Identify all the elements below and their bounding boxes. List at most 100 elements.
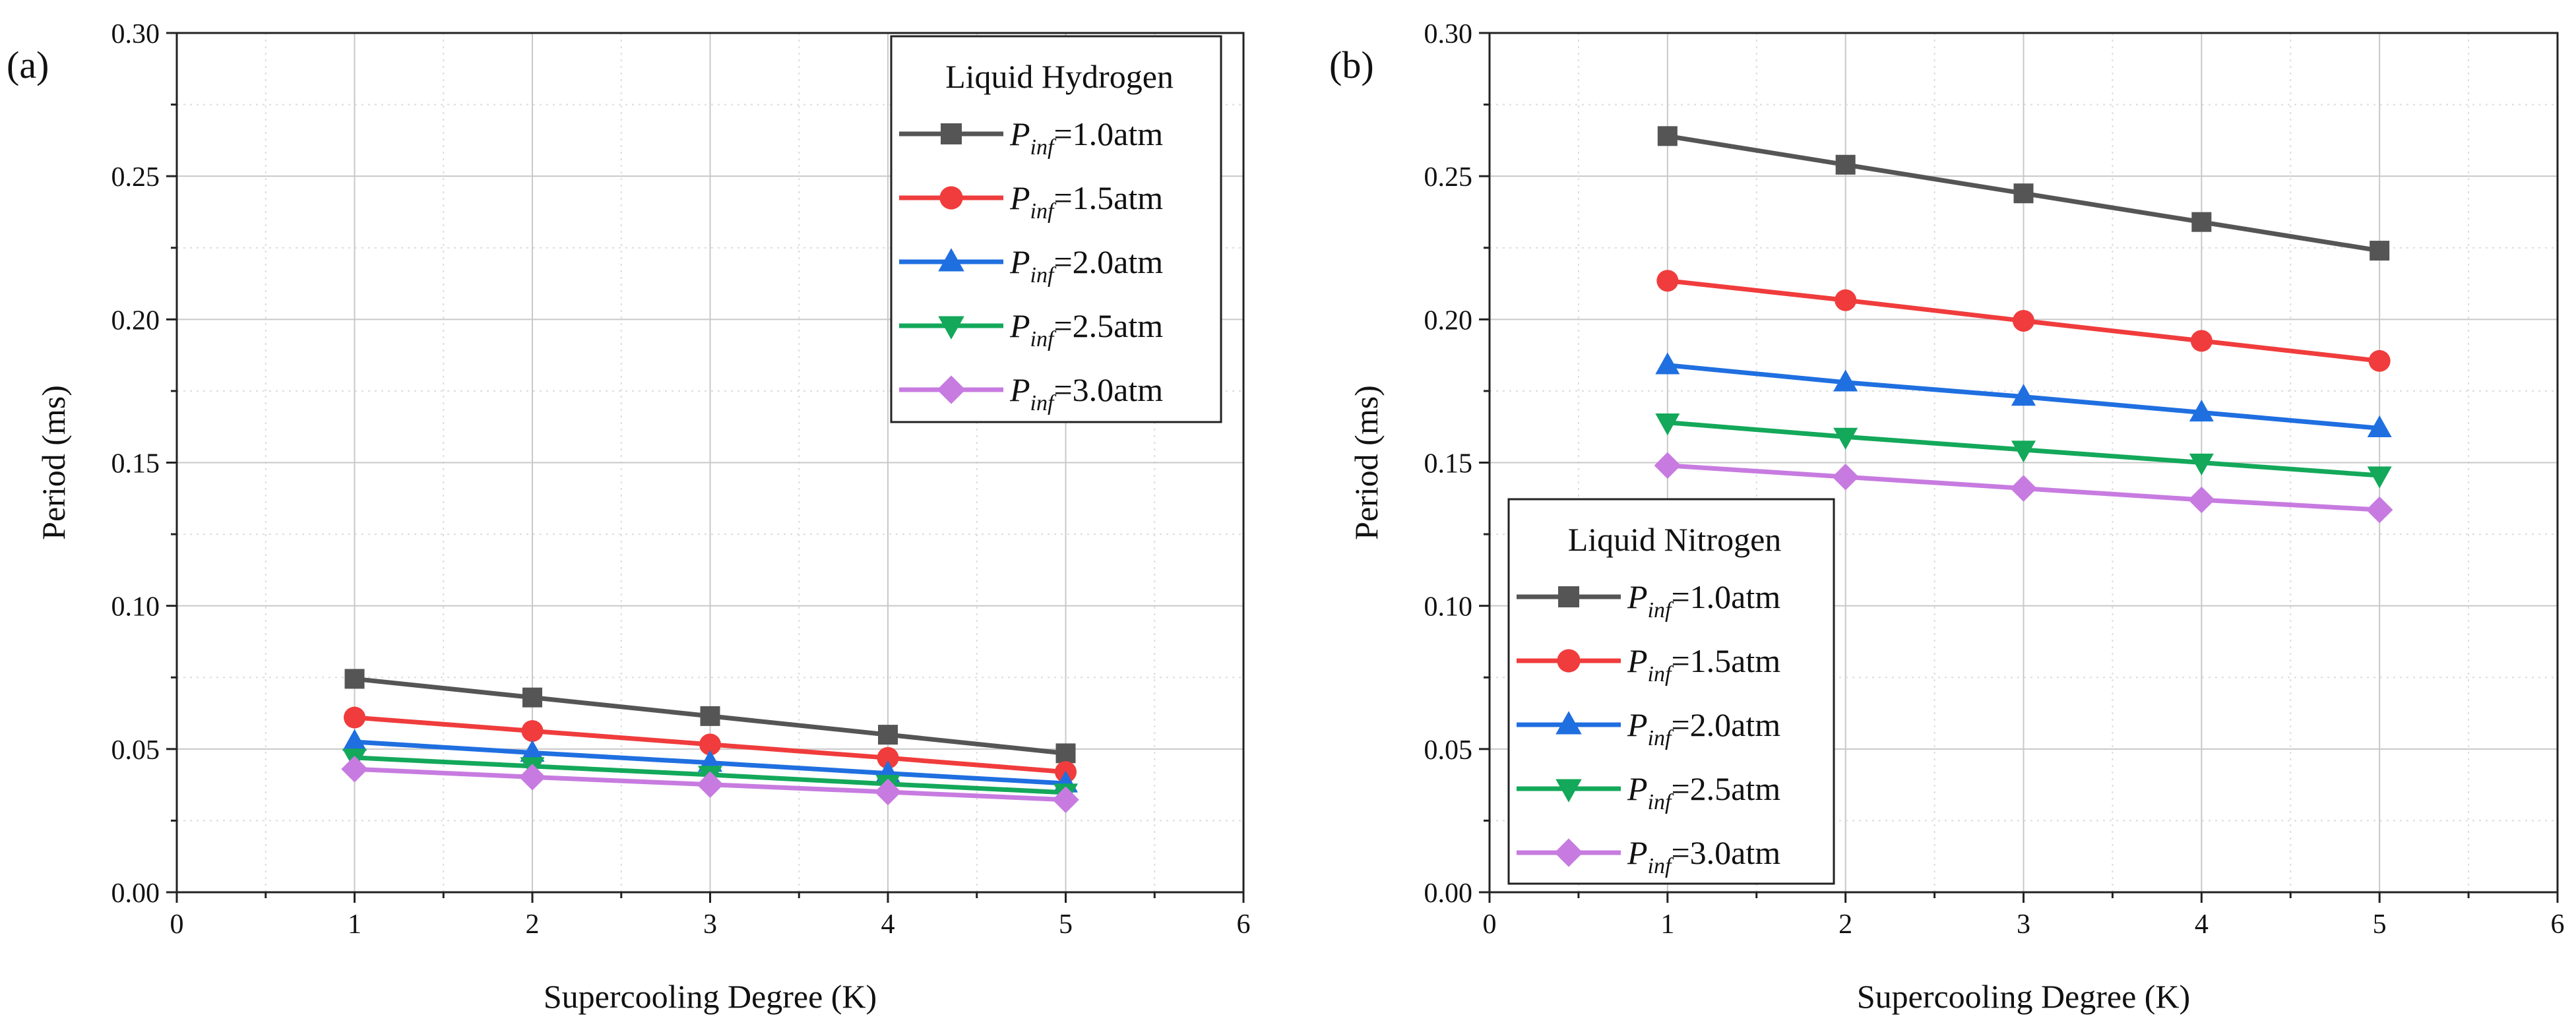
y-tick-label: 0.20 <box>1424 305 1473 336</box>
y-tick-label: 0.00 <box>1424 878 1473 909</box>
y-tick-label: 0.10 <box>1424 592 1473 623</box>
panel-label: (a) <box>7 44 49 86</box>
data-point <box>697 771 724 798</box>
legend-marker <box>1554 838 1583 867</box>
data-point <box>2010 475 2037 502</box>
y-tick-label: 0.05 <box>111 735 160 766</box>
x-tick-label: 1 <box>1660 909 1674 940</box>
legend-entry: Pinf=2.5atm <box>1627 770 1780 814</box>
data-point <box>1833 427 1858 450</box>
data-point <box>1657 126 1678 146</box>
legend-box <box>890 35 1222 423</box>
data-point <box>344 706 365 729</box>
x-tick-label: 6 <box>1237 909 1251 940</box>
x-axis-title: Supercooling Degree (K) <box>1857 978 2190 1015</box>
data-point <box>2189 453 2214 475</box>
x-tick-label: 4 <box>881 909 895 940</box>
legend-entry: Pinf=3.0atm <box>1009 371 1163 415</box>
data-point <box>1655 413 1680 436</box>
data-point <box>874 778 902 806</box>
legend-entry: Pinf=2.5atm <box>1009 307 1163 351</box>
data-point <box>2366 496 2393 524</box>
data-point <box>341 755 368 783</box>
data-point <box>2189 399 2214 422</box>
legend-marker <box>938 316 964 340</box>
data-point <box>2013 310 2034 332</box>
series-4 <box>1654 452 2393 524</box>
data-point <box>2013 183 2034 204</box>
legend-entry: Pinf=1.5atm <box>1009 179 1163 224</box>
x-axis-title: Supercooling Degree (K) <box>544 978 877 1015</box>
data-point <box>521 719 544 742</box>
legend-marker <box>1558 586 1579 607</box>
legend-marker <box>1557 649 1581 673</box>
legend-entry: Pinf=1.0atm <box>1627 578 1780 623</box>
y-tick-label: 0.15 <box>111 449 160 479</box>
legend-marker <box>939 186 963 210</box>
legend-marker <box>938 248 964 272</box>
data-point <box>2188 486 2215 514</box>
legend-marker <box>1555 779 1582 803</box>
y-tick-label: 0.30 <box>111 19 160 49</box>
data-point <box>700 706 720 726</box>
series-2 <box>1655 352 2392 438</box>
y-tick-label: 0.25 <box>1424 162 1473 193</box>
data-point <box>1835 154 1856 175</box>
data-point <box>877 747 899 769</box>
legend-title: Liquid Hydrogen <box>945 58 1174 95</box>
x-tick-label: 3 <box>703 909 717 940</box>
chart-panel-1: 0 1 2 3 4 5 6 0.00 0.05 0.10 0.15 0.20 0.25 0.30 Super… <box>1329 19 2565 1015</box>
chart-panel-0: 0 1 2 3 4 5 6 0.00 0.05 0.10 0.15 0.20 0.25 0.30 Super… <box>7 19 1251 1015</box>
series-0 <box>344 669 1076 764</box>
data-point <box>2367 466 2392 489</box>
data-point <box>522 687 542 708</box>
data-point <box>2368 350 2391 372</box>
legend-box <box>1507 498 1835 885</box>
x-tick-label: 3 <box>2017 909 2030 940</box>
series-4 <box>341 755 1079 813</box>
y-tick-label: 0.15 <box>1424 449 1473 479</box>
data-point <box>520 739 545 762</box>
legend: Liquid Nitrogen Pinf=1.0atm Pinf=1.5atm Pin… <box>1507 498 1835 885</box>
legend-marker <box>1555 711 1582 735</box>
series-3 <box>1655 413 2392 489</box>
x-tick-label: 4 <box>2195 909 2209 940</box>
x-tick-label: 0 <box>1483 909 1497 940</box>
legend-entry: Pinf=1.5atm <box>1627 642 1780 686</box>
legend-entry: Pinf=3.0atm <box>1627 834 1780 878</box>
data-point <box>2011 441 2036 463</box>
data-point <box>1655 352 1680 375</box>
data-point <box>1055 743 1076 764</box>
x-tick-label: 6 <box>2551 909 2565 940</box>
series-1 <box>1656 270 2391 372</box>
data-point <box>2191 212 2212 232</box>
series-1 <box>344 706 1077 783</box>
x-tick-label: 1 <box>348 909 361 940</box>
legend: Liquid Hydrogen Pinf=1.0atm Pinf=1.5atm Pin… <box>890 35 1222 423</box>
legend-entry: Pinf=1.0atm <box>1009 115 1163 160</box>
data-point <box>1654 452 1681 479</box>
y-tick-label: 0.25 <box>111 162 160 193</box>
legend-entry: Pinf=2.0atm <box>1009 243 1163 288</box>
y-tick-label: 0.05 <box>1424 735 1473 766</box>
data-point <box>2190 330 2213 352</box>
series-0 <box>1657 126 2390 261</box>
legend-title: Liquid Nitrogen <box>1568 521 1782 558</box>
legend-marker <box>941 123 962 144</box>
data-point <box>699 733 721 756</box>
x-tick-label: 2 <box>1838 909 1852 940</box>
y-axis-title: Period (ms) <box>1348 385 1385 540</box>
x-tick-label: 5 <box>2373 909 2387 940</box>
legend-entry: Pinf=2.0atm <box>1627 706 1780 750</box>
data-point <box>1656 270 1679 292</box>
data-point <box>344 669 365 689</box>
data-point <box>1052 786 1079 813</box>
x-tick-label: 0 <box>170 909 184 940</box>
data-point <box>1833 369 1858 392</box>
data-point <box>1832 463 1859 491</box>
y-tick-label: 0.10 <box>111 592 160 623</box>
y-tick-label: 0.00 <box>111 878 160 909</box>
data-point <box>1835 289 1857 311</box>
y-tick-label: 0.30 <box>1424 19 1473 49</box>
